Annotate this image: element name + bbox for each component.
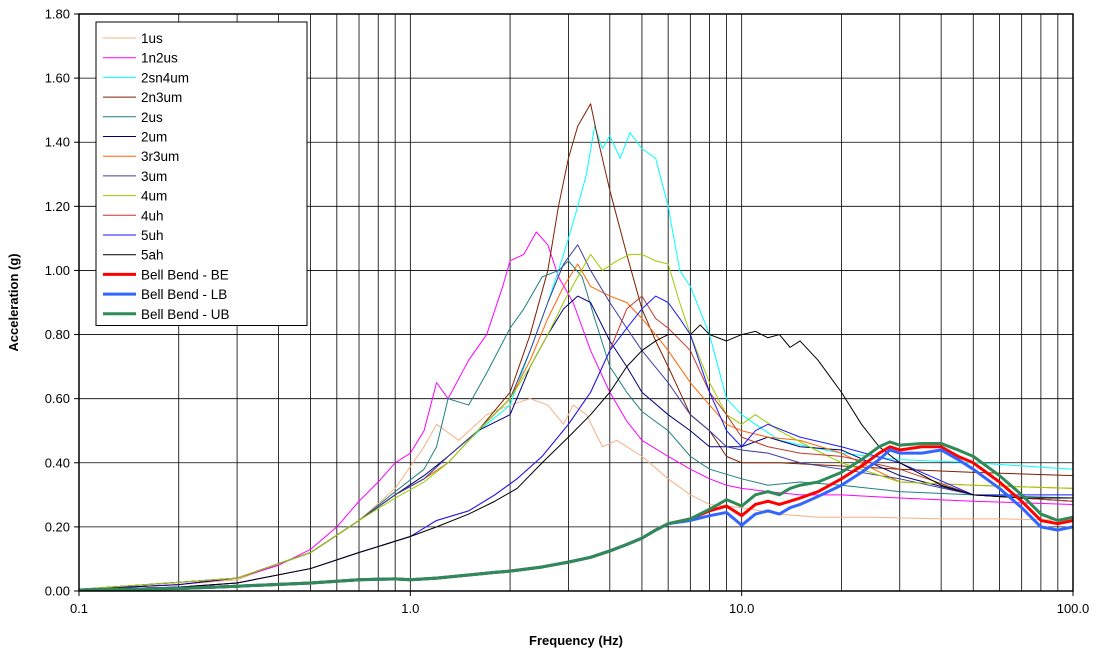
series-line-1n2us <box>78 231 1074 590</box>
x-axis-ticks: 0.1 1.0 10.0 100.0 <box>70 591 1089 616</box>
y-tick-label: 0.80 <box>45 327 70 342</box>
plot-area-frame <box>78 13 1074 592</box>
series-line-1us <box>78 398 1074 590</box>
x-axis-label: Frequency (Hz) <box>529 633 623 648</box>
legend-label: 5ah <box>141 248 164 263</box>
legend-label: 2n3um <box>141 90 182 105</box>
legend-label: 3r3um <box>141 149 179 164</box>
legend-label: 5uh <box>141 228 164 243</box>
y-tick-label: 1.80 <box>45 7 70 22</box>
y-tick-label: 0.20 <box>45 519 70 534</box>
legend-label: 1n2us <box>141 51 178 66</box>
series-line-bell-bend-ub <box>78 440 1074 592</box>
y-tick-label: 1.20 <box>45 199 70 214</box>
legend-label: 4um <box>141 189 167 204</box>
legend-label: Bell Bend - LB <box>141 287 227 302</box>
legend: 1us 1n2us 2sn4um 2n3um 2us 2um 3r3um 3um 4um 4uh 5… <box>95 21 308 326</box>
x-tick-label: 10.0 <box>729 601 754 616</box>
series-line-4um <box>78 253 1074 590</box>
series-line-5ah <box>78 324 1073 590</box>
y-tick-label: 0.00 <box>45 584 70 599</box>
x-tick-label: 1.0 <box>401 601 419 616</box>
legend-label: 3um <box>141 169 167 184</box>
series-line-2us <box>78 260 1074 590</box>
legend-label: 1us <box>141 31 163 46</box>
series-line-3um <box>78 244 1074 590</box>
x-tick-label: 0.1 <box>70 601 88 616</box>
y-tick-label: 0.60 <box>45 391 70 406</box>
legend-label: 2us <box>141 110 163 125</box>
y-tick-label: 1.60 <box>45 71 70 86</box>
x-tick-label: 100.0 <box>1057 601 1090 616</box>
legend-label: 2sn4um <box>141 70 189 85</box>
legend-label: Bell Bend - UB <box>141 307 230 322</box>
y-axis-ticks: 0.00 0.20 0.40 0.60 0.80 1.00 1.20 1.40 1.60 1.80 <box>45 7 79 599</box>
y-tick-label: 1.40 <box>45 135 70 150</box>
series-lines <box>78 103 1074 592</box>
legend-label: 2um <box>141 130 167 145</box>
legend-label: Bell Bend - BE <box>141 267 229 282</box>
y-tick-label: 0.40 <box>45 455 70 470</box>
y-tick-label: 1.00 <box>45 263 70 278</box>
legend-label: 4uh <box>141 208 164 223</box>
y-axis-label: Acceleration (g) <box>6 253 21 351</box>
